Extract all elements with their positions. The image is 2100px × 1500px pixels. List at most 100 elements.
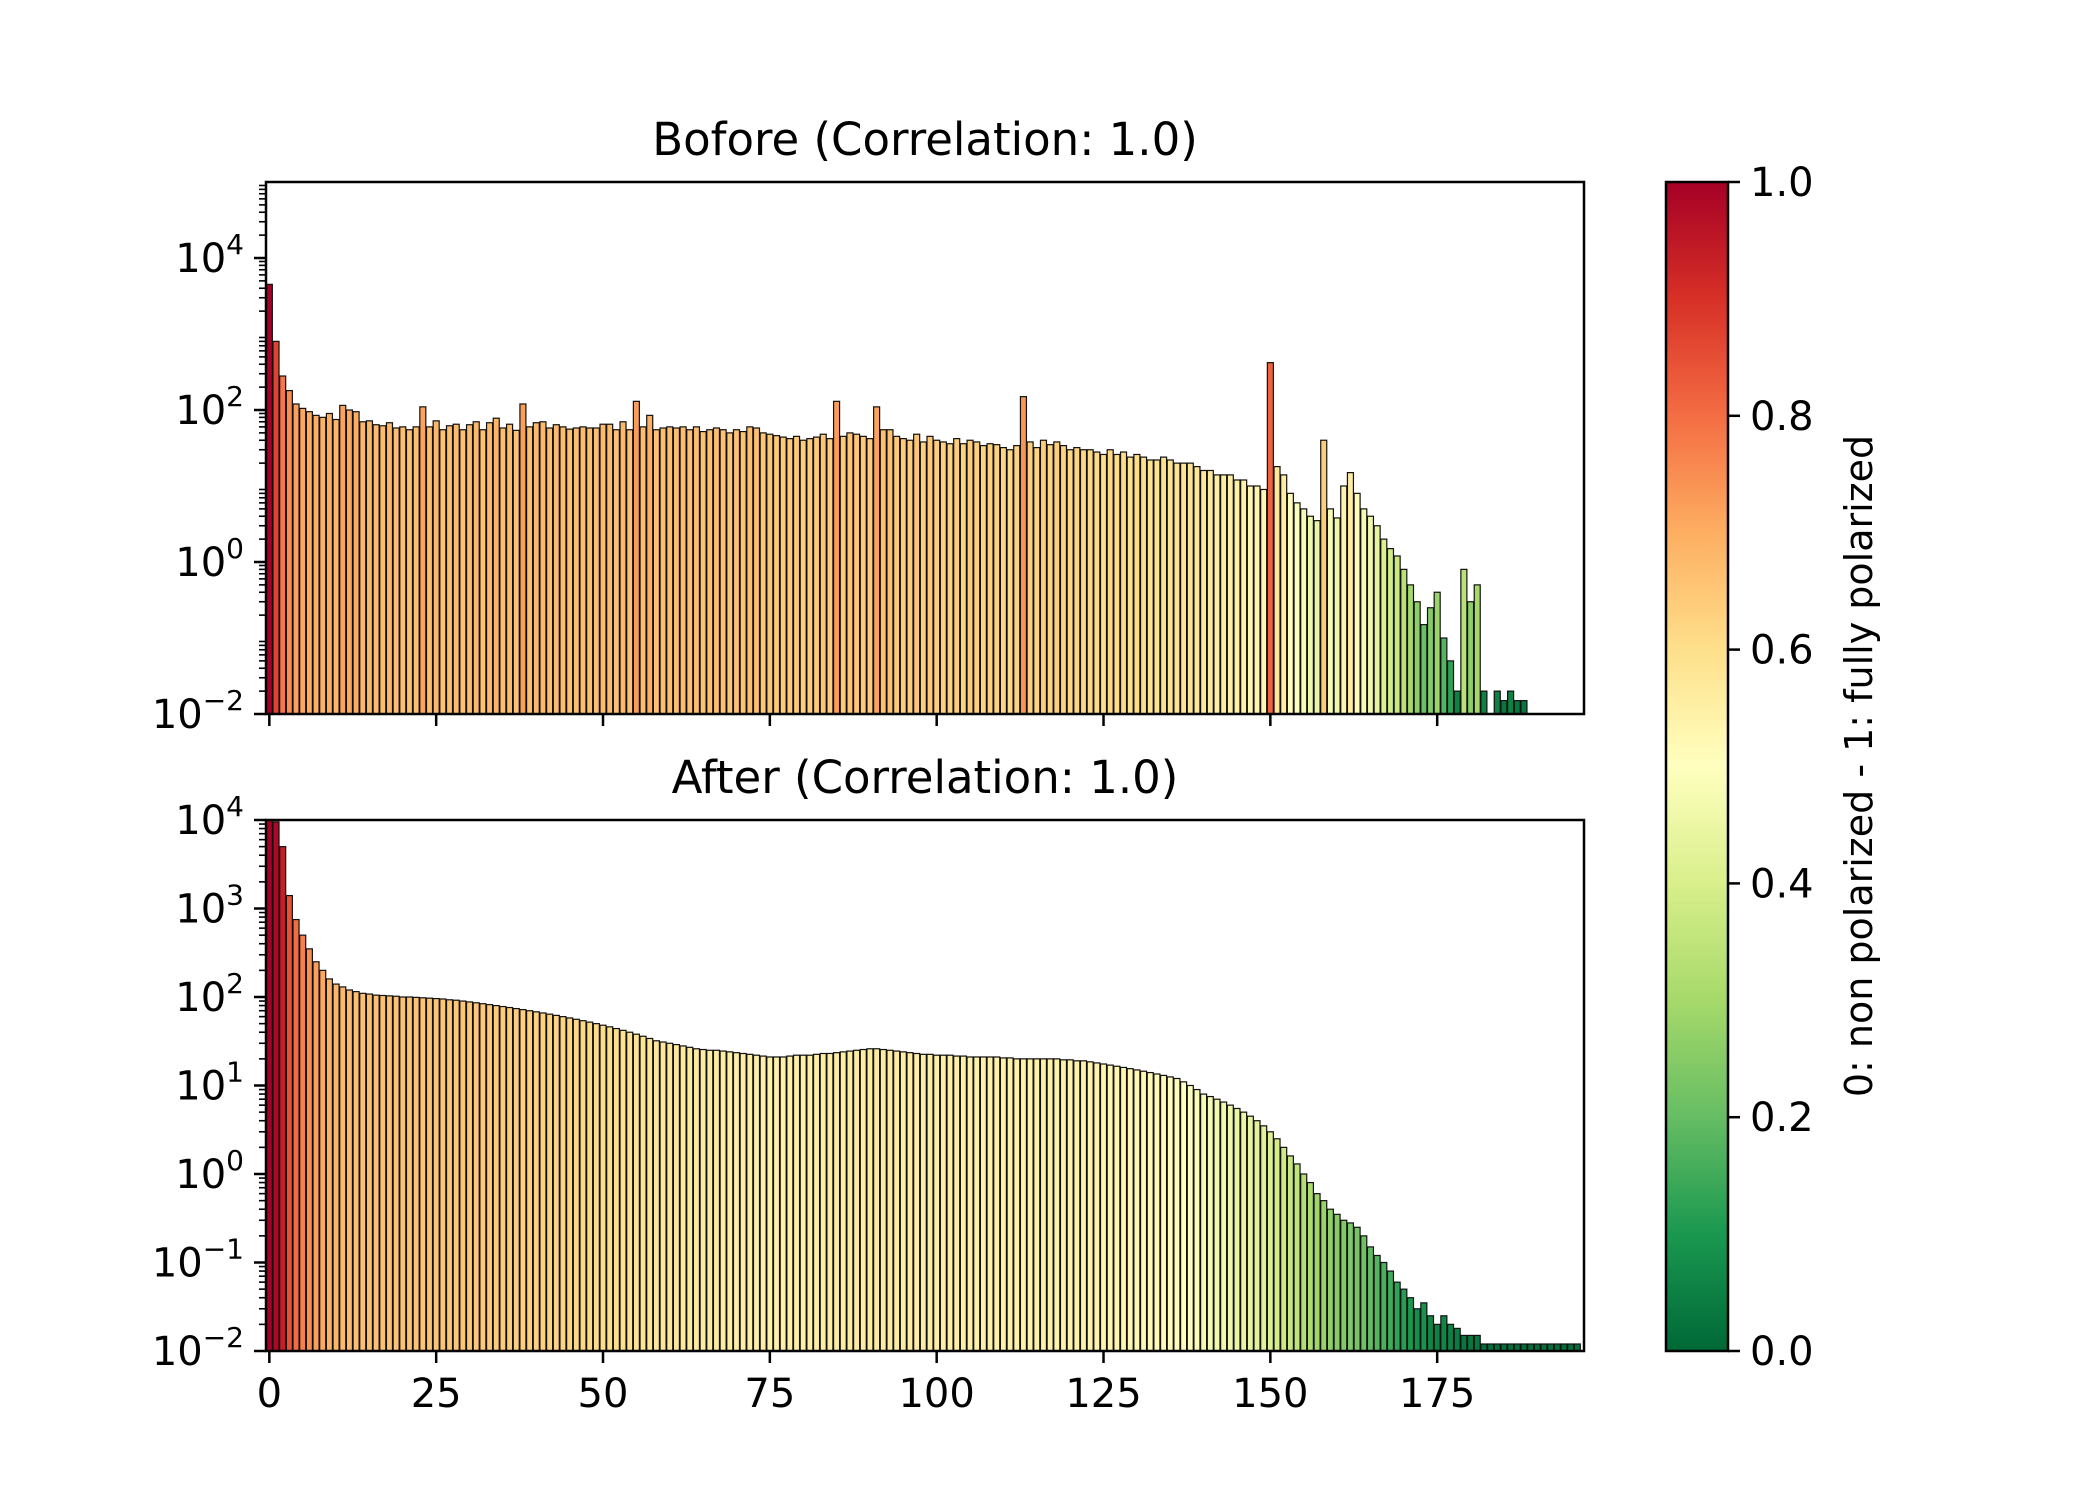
histogram-bar [893,1050,901,1351]
histogram-bar [1006,449,1014,714]
histogram-bar [1333,1213,1341,1351]
histogram-bar [1413,1308,1421,1351]
histogram-bar [372,424,380,714]
histogram-bar [766,433,774,714]
histogram-bar [285,389,293,714]
histogram-bar [425,426,434,714]
histogram-bar [1266,1131,1274,1351]
histogram-bar [1493,690,1501,714]
histogram-bar [839,435,847,714]
x-tick-label: 25 [411,1371,462,1417]
histogram-bar [899,1051,907,1351]
histogram-bar [639,1035,647,1351]
histogram-bar [1126,1068,1134,1351]
histogram-bar [572,1018,580,1351]
histogram-bar [953,438,961,714]
histogram-bar [345,989,354,1351]
bottom-panel-y-axis: 10−2 10−1 100 101 102 103 104 [152,790,266,1375]
histogram-bar [586,1021,594,1351]
histogram-bar [1240,1111,1248,1351]
histogram-bar [1059,445,1068,714]
histogram-bar [779,436,787,714]
histogram-bar [726,432,734,714]
histogram-bar [1366,515,1375,714]
histogram-bar [779,1056,787,1351]
histogram-bar [666,1042,674,1351]
histogram-bar [619,1029,627,1351]
histogram-bar [1039,1058,1048,1351]
histogram-bar [532,1011,540,1351]
histogram-bar [1406,1297,1415,1351]
histogram-bar [1393,555,1401,714]
histogram-bar [292,403,300,714]
colorbar-tick-label: 0.2 [1750,1095,1814,1141]
histogram-bar [1313,1193,1321,1351]
histogram-bar [832,1052,841,1351]
histogram-bar [632,400,640,714]
histogram-bar [786,1055,794,1351]
histogram-bar [365,420,374,714]
histogram-bar [1280,1146,1288,1351]
histogram-bar [1440,1315,1448,1351]
histogram-bar [1433,591,1441,714]
histogram-bar [1073,447,1081,714]
histogram-bar [1119,1066,1128,1351]
histogram-bar [1320,439,1328,714]
histogram-bar [586,427,594,714]
histogram-bar [712,427,721,714]
histogram-bar [1146,459,1154,714]
histogram-bar [1426,607,1435,714]
histogram-bar [299,934,307,1351]
histogram-bar [385,995,394,1351]
histogram-bar [592,427,600,714]
histogram-bar [1186,462,1194,714]
histogram-bar [812,436,821,714]
histogram-bar [312,961,320,1351]
histogram-bar [886,1049,894,1351]
histogram-bar [1139,456,1148,714]
histogram-bar [679,1045,687,1351]
histogram-bar [1166,1076,1174,1351]
bottom-panel-bars [266,820,1581,1351]
histogram-bar [1333,517,1341,714]
histogram-bar [1006,1057,1014,1351]
histogram-bar [1453,690,1461,714]
histogram-bar [646,1037,654,1351]
histogram-bar [472,1002,480,1351]
histogram-bar [1353,492,1361,714]
x-tick-label: 75 [744,1371,795,1417]
histogram-bar [1380,1261,1388,1351]
histogram-bar [879,1048,887,1351]
histogram-bar [1480,690,1488,714]
histogram-bar [285,894,293,1351]
histogram-bar [886,429,894,714]
histogram-bar [439,998,447,1351]
y-tick-label: 103 [175,879,244,933]
histogram-bar [445,999,454,1351]
histogram-bar [1126,456,1134,714]
x-tick-label: 175 [1399,1371,1475,1417]
histogram-bar [1260,488,1268,714]
histogram-bar [1440,637,1448,714]
histogram-bar [1506,690,1515,714]
histogram-bar [732,1052,741,1351]
histogram-bar [906,439,914,714]
histogram-bar [1360,1235,1368,1351]
histogram-bar [1346,1222,1355,1351]
histogram-bar [666,426,674,714]
top-panel-x-axis [268,714,1439,726]
histogram-bar [646,414,654,714]
histogram-bar [1026,441,1034,714]
histogram-bar [1306,515,1314,714]
histogram-bar [405,996,414,1351]
histogram-bar [1313,520,1321,714]
histogram-bar [806,1054,814,1351]
histogram-bar [1406,584,1415,714]
histogram-bar [465,1001,474,1351]
histogram-bar [299,407,307,714]
histogram-bar [539,421,547,714]
histogram-bar [1446,660,1455,714]
histogram-bar [679,426,687,714]
histogram-bar [1513,700,1521,714]
histogram-bar [973,1056,981,1351]
